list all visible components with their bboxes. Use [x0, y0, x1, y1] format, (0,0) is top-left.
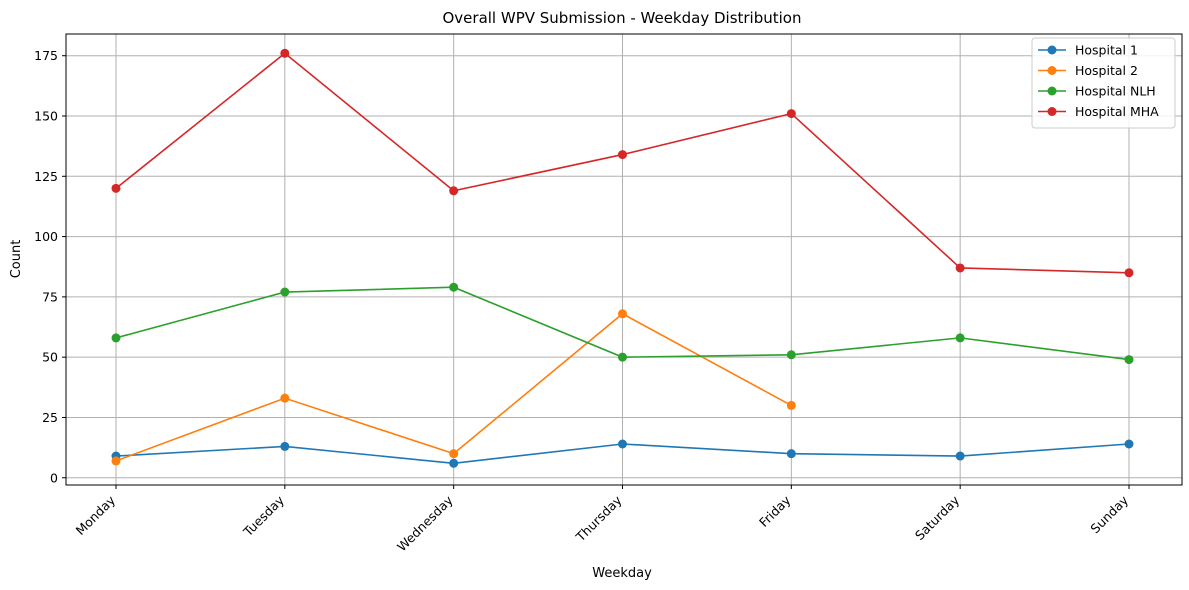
data-point — [449, 282, 459, 292]
data-point — [955, 451, 965, 461]
y-axis-ticks: 0 25 50 75 100 125 150 175 — [34, 48, 66, 485]
y-tick-label: 50 — [42, 350, 58, 365]
data-point — [618, 439, 627, 449]
legend-label: Hospital MHA — [1075, 104, 1159, 119]
legend-marker — [1047, 66, 1057, 75]
x-tick-label: Tuesday — [240, 492, 288, 540]
grid — [66, 34, 1182, 485]
legend-marker — [1047, 86, 1057, 96]
x-tick-label: Saturday — [912, 492, 963, 543]
data-point — [786, 400, 796, 410]
data-point — [449, 449, 459, 459]
x-tick-label: Monday — [73, 492, 119, 538]
legend-label: Hospital NLH — [1075, 84, 1156, 99]
data-point — [280, 393, 290, 403]
y-tick-label: 125 — [34, 169, 58, 184]
y-tick-label: 0 — [50, 470, 58, 485]
data-point — [280, 287, 290, 297]
data-point — [618, 150, 627, 160]
data-point — [111, 183, 121, 193]
x-tick-label: Sunday — [1087, 492, 1131, 536]
x-axis-label: Weekday — [592, 566, 652, 581]
x-tick-label: Friday — [756, 492, 794, 530]
legend: Hospital 1 Hospital 2 Hospital NLH Hospital… — [1031, 37, 1176, 129]
legend-marker — [1047, 107, 1057, 116]
chart-title: Overall WPV Submission - Weekday Distrib… — [442, 9, 801, 27]
data-point — [786, 449, 796, 459]
data-point — [1124, 439, 1134, 449]
y-tick-label: 75 — [42, 289, 58, 304]
data-point — [786, 109, 796, 119]
data-point — [111, 456, 121, 466]
data-point — [449, 458, 459, 468]
y-tick-label: 100 — [34, 229, 58, 244]
legend-label: Hospital 2 — [1075, 63, 1138, 78]
data-point — [280, 48, 290, 58]
data-point — [1124, 268, 1134, 278]
data-point — [1124, 355, 1134, 365]
legend-label: Hospital 1 — [1075, 43, 1138, 58]
y-tick-label: 150 — [34, 109, 58, 124]
data-point — [786, 350, 796, 360]
y-axis-label: Count — [9, 240, 24, 279]
x-tick-label: Wednesday — [394, 492, 456, 554]
y-tick-label: 175 — [34, 48, 58, 63]
data-point — [618, 309, 627, 319]
data-point — [280, 441, 290, 451]
data-point — [955, 333, 965, 343]
x-tick-label: Thursday — [572, 492, 625, 545]
legend-box — [1031, 37, 1176, 129]
data-point — [449, 186, 459, 196]
plot-area-frame — [65, 33, 1183, 486]
data-point — [955, 263, 965, 273]
series-group — [111, 48, 1134, 468]
data-point — [111, 333, 121, 343]
y-tick-label: 25 — [42, 410, 58, 425]
legend-marker — [1047, 45, 1057, 55]
data-point — [618, 352, 627, 362]
x-axis-ticks: Monday Tuesday Wednesday Thursday Friday Satu… — [73, 485, 1132, 554]
